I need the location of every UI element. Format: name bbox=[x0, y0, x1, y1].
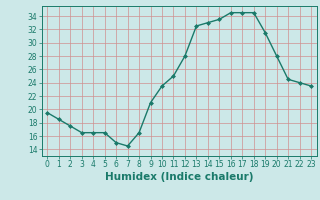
X-axis label: Humidex (Indice chaleur): Humidex (Indice chaleur) bbox=[105, 172, 253, 182]
